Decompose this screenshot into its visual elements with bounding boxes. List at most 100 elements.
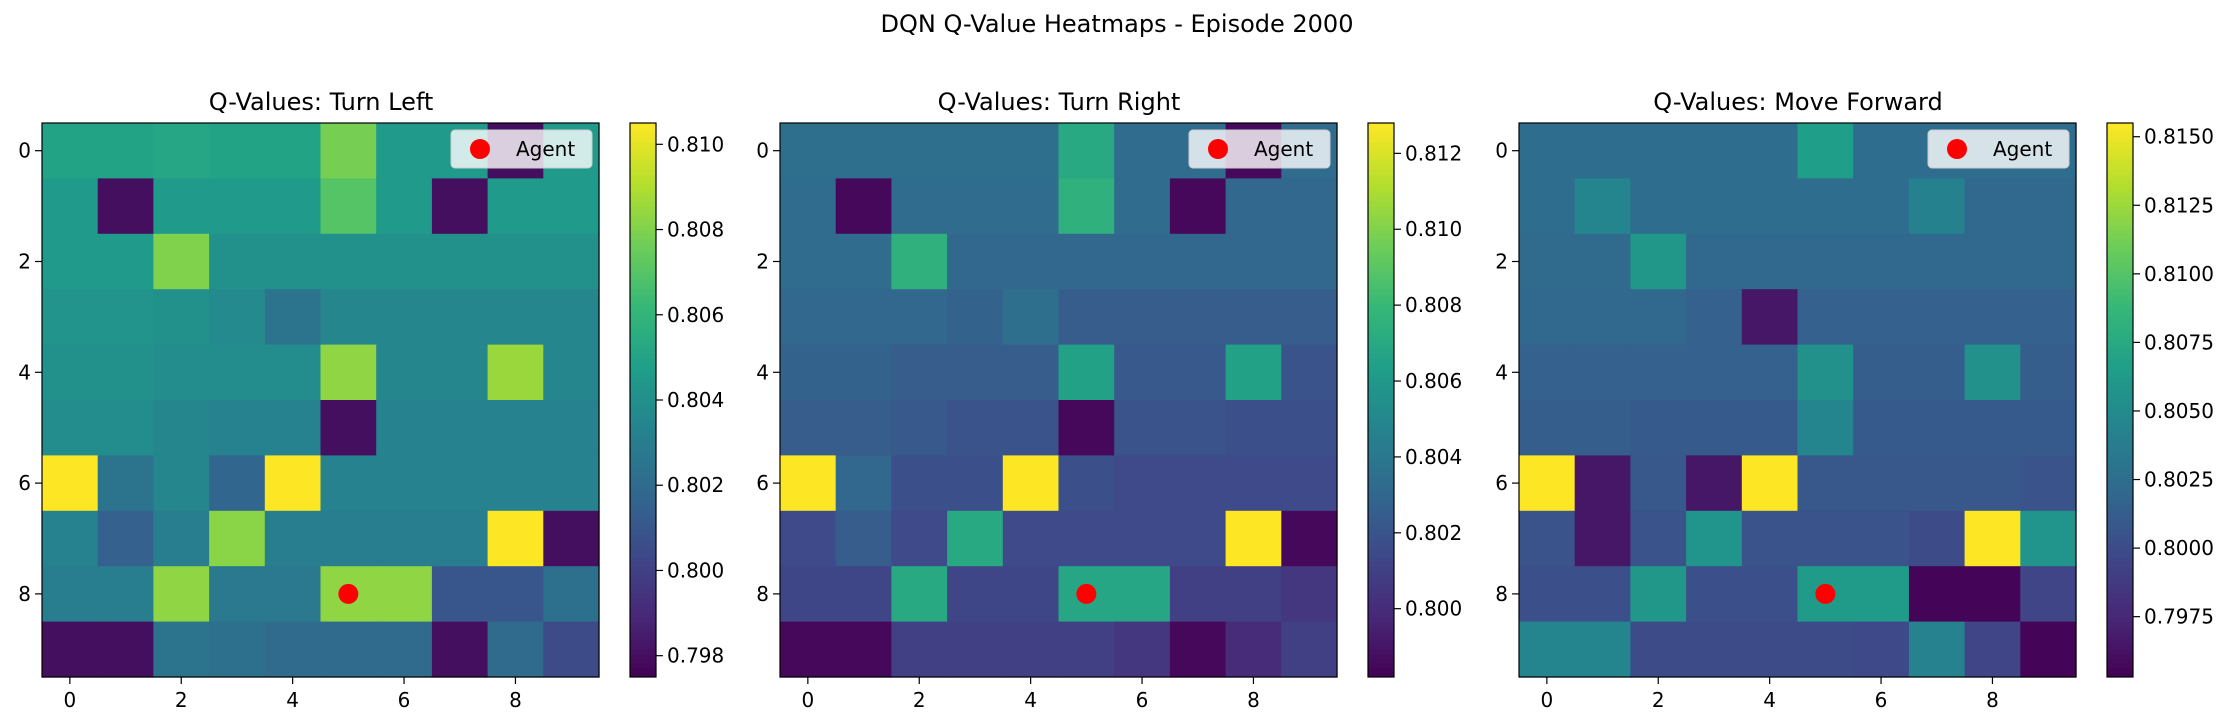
heatmap-cell	[1114, 289, 1171, 346]
heatmap-cell	[1002, 289, 1060, 346]
colorbar-segment	[630, 455, 656, 461]
colorbar-segment	[2107, 141, 2133, 147]
heatmap-cell	[947, 455, 1004, 512]
colorbar-segment	[1368, 390, 1394, 396]
colorbar-segment	[2107, 339, 2133, 346]
colorbar-segment	[1368, 312, 1394, 318]
heatmap-cell	[42, 178, 99, 235]
colorbar-segment	[2107, 432, 2133, 438]
colorbar-segment	[630, 612, 656, 618]
colorbar-segment	[2107, 238, 2133, 244]
colorbar-segment	[2107, 446, 2133, 452]
colorbar-segment	[2107, 492, 2133, 498]
colorbar-segment	[2107, 515, 2133, 521]
colorbar-segment	[1368, 173, 1394, 179]
heatmap-cell	[1908, 510, 1966, 567]
legend-box	[1188, 129, 1331, 169]
heatmap-cell	[1114, 233, 1171, 290]
colorbar-segment	[2107, 210, 2133, 216]
colorbar-segment	[1368, 589, 1394, 595]
heatmap-cell	[1686, 344, 1743, 401]
heatmap-cell	[780, 455, 837, 512]
heatmap-cell	[320, 123, 377, 179]
colorbar-segment	[630, 270, 656, 276]
colorbar-segment	[1368, 381, 1394, 387]
colorbar-segment	[1368, 395, 1394, 401]
colorbar-segment	[1368, 547, 1394, 553]
heatmap-cell	[487, 566, 544, 623]
colorbar-tick-label: 0.8025	[2144, 468, 2214, 492]
heatmap-cell	[1574, 344, 1631, 401]
colorbar-tick-label: 0.804	[667, 388, 724, 412]
heatmap-cell	[487, 233, 544, 290]
colorbar-segment	[630, 312, 656, 318]
colorbar-segment	[630, 566, 656, 572]
heatmap-cell	[1686, 621, 1743, 678]
heatmap-cell	[320, 510, 377, 567]
colorbar-segment	[1368, 159, 1394, 166]
heatmap-cell	[1686, 178, 1743, 235]
colorbar-segment	[1368, 219, 1394, 226]
heatmap-cell	[835, 400, 892, 456]
colorbar-segment	[630, 298, 656, 304]
colorbar-segment	[630, 192, 656, 198]
legend-box	[450, 129, 593, 169]
colorbar-segment	[2107, 404, 2133, 410]
colorbar-segment	[2107, 316, 2133, 323]
heatmap-cell	[1853, 621, 1910, 678]
heatmap-cell	[264, 510, 322, 567]
colorbar-segment	[1368, 580, 1394, 586]
panel-title: Q-Values: Turn Left	[209, 88, 434, 116]
colorbar-segment	[2107, 215, 2133, 221]
colorbar-tick-label: 0.804	[1405, 445, 1462, 469]
heatmap-cell	[487, 455, 544, 512]
heatmap-cell	[209, 344, 266, 401]
heatmap-cells	[42, 123, 600, 678]
heatmap-cell	[431, 178, 489, 235]
colorbar-segment	[2107, 386, 2133, 392]
colorbar-segment	[1368, 593, 1394, 600]
y-tick-label: 2	[1495, 250, 1508, 274]
colorbar-segment	[2107, 621, 2133, 627]
colorbar-segment	[1368, 289, 1394, 295]
colorbar-segment	[2107, 307, 2133, 313]
heatmap-cell	[835, 289, 892, 346]
colorbar-segment	[1368, 575, 1394, 581]
colorbar-tick-label: 0.798	[667, 644, 724, 668]
heatmap-cell	[97, 123, 154, 179]
heatmap-cell	[153, 455, 210, 512]
heatmap-cell	[947, 621, 1004, 678]
colorbar-segment	[2107, 441, 2133, 447]
heatmap-cell	[1630, 400, 1687, 456]
colorbar-tick-label: 0.808	[667, 218, 724, 242]
heatmap-cell	[1114, 400, 1171, 456]
legend-agent-marker	[1947, 139, 1967, 159]
colorbar-segment	[630, 547, 656, 553]
heatmap-cell	[1964, 566, 2021, 623]
colorbar-segment	[630, 367, 656, 373]
heatmap-cell	[1741, 455, 1799, 512]
colorbar-segment	[630, 533, 656, 539]
colorbar-segment	[2107, 196, 2133, 202]
colorbar-segment	[2107, 469, 2133, 475]
colorbar-segment	[630, 543, 656, 549]
heatmap-cell	[1169, 289, 1227, 346]
heatmap-cell	[1281, 621, 1338, 678]
colorbar-segment	[630, 215, 656, 221]
heatmap-cell	[835, 123, 892, 179]
colorbar-segment	[2107, 183, 2133, 189]
colorbar-segment	[2107, 353, 2133, 359]
colorbar-segment	[630, 289, 656, 295]
colorbar-segment	[630, 307, 656, 313]
colorbar-segment	[1368, 279, 1394, 286]
heatmap-cell	[1574, 510, 1631, 567]
heatmap-cell	[1630, 344, 1687, 401]
heatmap-cell	[1686, 455, 1743, 512]
heatmap-cell	[780, 178, 837, 235]
heatmap-cell	[1686, 233, 1743, 290]
heatmap-cell	[320, 289, 377, 346]
colorbar-segment	[1368, 626, 1394, 632]
colorbar-segment	[2107, 349, 2133, 355]
heatmap-cell	[1741, 123, 1799, 179]
colorbar-segment	[630, 224, 656, 230]
